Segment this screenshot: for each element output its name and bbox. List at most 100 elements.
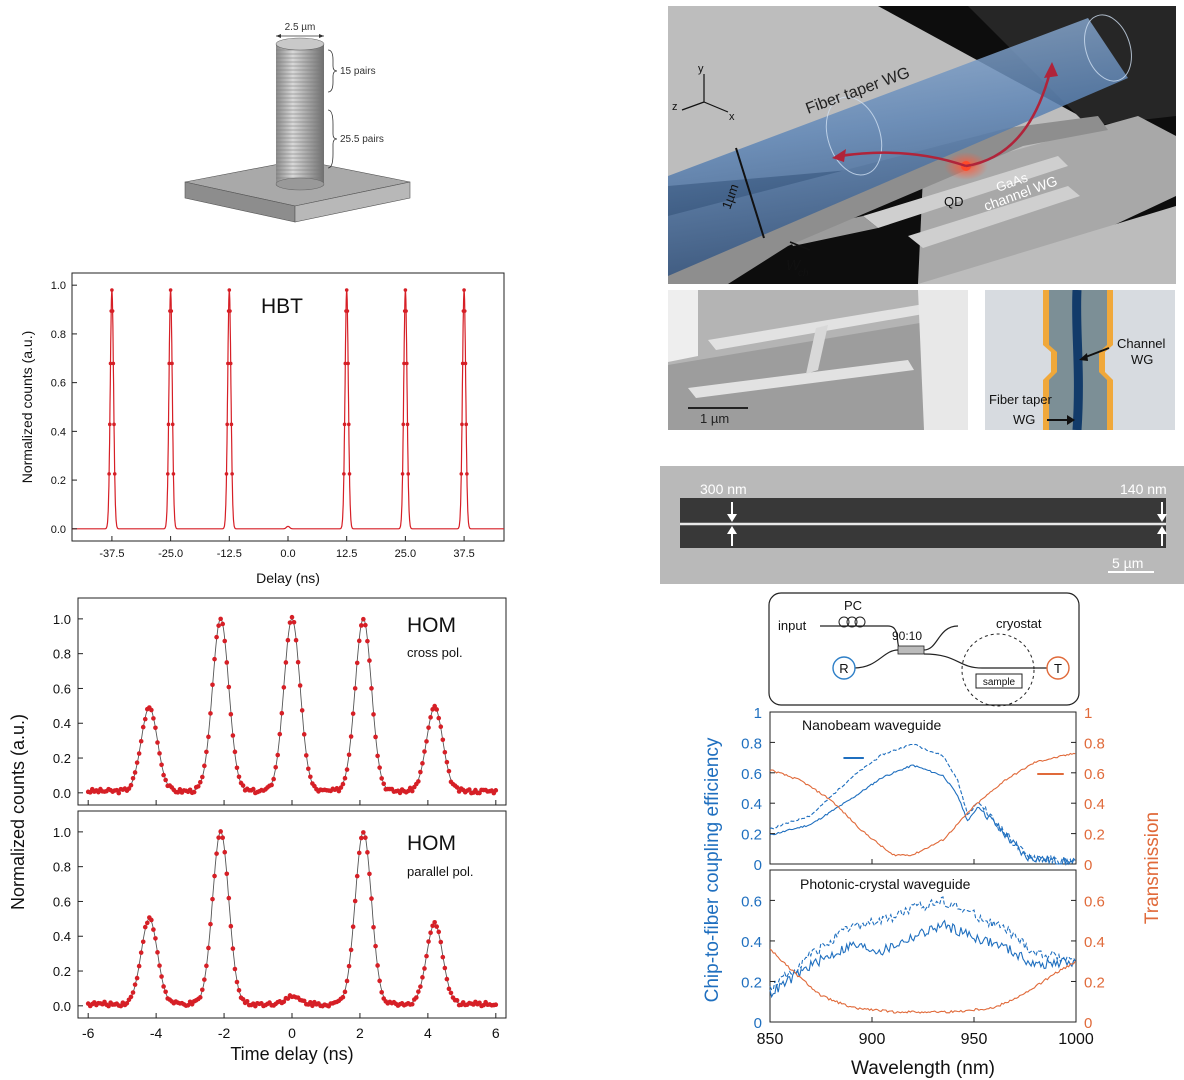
hbt-point (344, 288, 349, 292)
hom-point (224, 871, 230, 877)
hom-point (377, 978, 382, 984)
hom-point (446, 986, 452, 992)
hom-point (142, 716, 148, 722)
hom-point (200, 774, 205, 780)
hom-xtick-label: -2 (218, 1025, 231, 1041)
hom-point (442, 965, 448, 971)
hom-point (230, 946, 236, 951)
hom-point (106, 1003, 111, 1009)
hom-point (358, 835, 364, 841)
hbt-ytick-label: 0.0 (51, 524, 66, 536)
hom-point (369, 896, 374, 901)
hom-point (128, 782, 134, 788)
nanobeam-scale-label: 5 µm (1112, 555, 1143, 571)
hom-point (244, 998, 250, 1004)
hom-point (418, 984, 423, 989)
hom-point (130, 776, 136, 781)
transmission-ytick-label: 0 (1084, 857, 1092, 874)
hbt-point (343, 361, 348, 366)
hbt-ytick-label: 0.4 (51, 426, 66, 438)
hom-point (134, 760, 140, 765)
hom-point (338, 785, 344, 790)
hbt-point (166, 422, 171, 427)
hom-point (301, 732, 307, 737)
hom-xtick-label: 6 (492, 1025, 500, 1041)
hom-point (446, 768, 452, 774)
hbt-point (111, 361, 116, 366)
transmission-ytick-label: 0.8 (1084, 735, 1105, 752)
transmission-ytick-label: 0.6 (1084, 893, 1105, 910)
hom-point (163, 989, 168, 995)
hbt-point (402, 361, 406, 366)
hom-point (116, 790, 122, 796)
coupling-ytick-label: 0.4 (741, 934, 762, 951)
hom-point (346, 752, 352, 758)
hom-point (436, 715, 442, 721)
hom-point (208, 921, 213, 927)
hom-point (210, 896, 215, 902)
hbt-point (465, 472, 469, 476)
hbt-point (228, 309, 232, 313)
hom-point (197, 779, 203, 785)
hbt-point (108, 361, 113, 366)
hom-point (155, 950, 160, 955)
hbt-point (229, 422, 234, 427)
hom-point (138, 738, 144, 744)
hom-point (218, 616, 223, 622)
hbt-point (225, 422, 229, 427)
hbt-ytick-label: 1.0 (51, 280, 66, 292)
transmission-series (769, 948, 1076, 1014)
hbt-point (403, 288, 408, 292)
hom-point (132, 982, 138, 987)
hom-point (210, 682, 215, 688)
hom-point (250, 786, 256, 792)
hom-point (375, 963, 380, 968)
hom-point (153, 725, 158, 731)
hbt-chart: 0.0 0.2 0.4 0.6 0.8 1.0 -37.5 -25.0 -12.5 0.0 12.… (19, 272, 505, 586)
hom-point (348, 734, 354, 739)
hom-point (200, 987, 205, 993)
hbt-ytick-label: 0.8 (51, 329, 66, 341)
hom-ytick-label: 0.0 (53, 999, 71, 1014)
hom-ytick-label: 0.4 (53, 929, 71, 944)
hom-point (354, 873, 360, 879)
nanobeam-left-label: 300 nm (700, 481, 747, 497)
channel-label: Channel (1117, 336, 1166, 351)
hbt-xtick-label: 37.5 (453, 548, 474, 560)
hbt-point (464, 422, 469, 427)
hom-point (281, 999, 287, 1005)
hom-point (185, 1003, 191, 1008)
hbt-point (342, 422, 347, 427)
coupling-xtick-label: 950 (961, 1031, 988, 1048)
hom-point (142, 924, 148, 930)
hbt-xtick-label: -25.0 (158, 548, 183, 560)
hom-top-subtitle: cross pol. (407, 645, 463, 660)
pillar-bottom-label: 25.5 pairs (340, 134, 384, 145)
hom-point (240, 783, 246, 788)
hom-point (356, 638, 362, 644)
hbt-point (405, 361, 409, 366)
hom-top-title: HOM (407, 614, 456, 637)
hbt-point (110, 309, 115, 313)
coupling-ytick-label: 0.4 (741, 796, 762, 813)
hom-ytick-label: 1.0 (53, 612, 71, 627)
hom-point (310, 1003, 315, 1009)
hom-point (434, 707, 440, 712)
transmission-ytick-label: 0.2 (1084, 827, 1105, 844)
hom-point (340, 994, 346, 1000)
sem-channel-waveguide: 1 µm (668, 290, 968, 430)
hom-point (220, 835, 226, 840)
hom-point (273, 765, 278, 770)
coupling-xtick-label: 850 (757, 1031, 784, 1048)
coupling-ytick-label: 0.8 (741, 735, 762, 752)
hbt-point (347, 422, 351, 427)
hom-point (153, 936, 158, 941)
hom-point (220, 621, 226, 627)
hom-point (418, 769, 423, 775)
hbt-point (170, 361, 174, 366)
hom-point (299, 708, 305, 713)
hbt-point (463, 361, 468, 366)
hom-point (442, 749, 448, 755)
hbt-point (165, 472, 170, 476)
coupling-ytick-label: 0.6 (741, 766, 762, 783)
